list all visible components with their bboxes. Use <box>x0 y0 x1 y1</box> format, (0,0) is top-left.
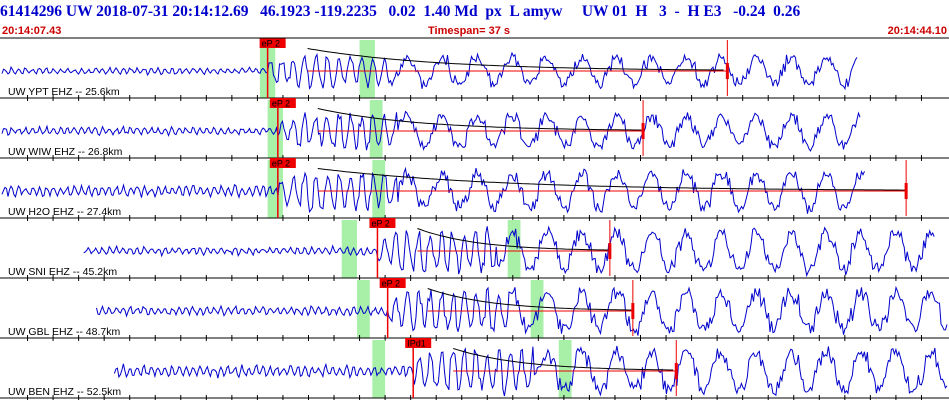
coda-end-bar <box>631 303 635 319</box>
sta-lta-window <box>372 340 386 398</box>
start-time: 20:14:07.43 <box>2 25 62 37</box>
coda-decay-curve <box>427 288 632 311</box>
coda-decay-curve <box>453 348 674 371</box>
sta-lta-window <box>507 220 521 278</box>
pick-flag <box>269 158 296 168</box>
end-time: 20:14:44.10 <box>887 25 947 37</box>
sta-lta-window <box>341 220 358 278</box>
coda-end-bar <box>608 243 612 259</box>
timespan-label: Timespan= 37 s <box>428 25 511 37</box>
sta-lta-window <box>369 100 383 158</box>
pick-flag <box>379 278 406 288</box>
sta-lta-window <box>372 160 386 218</box>
event-summary-line: 61414296 UW 2018-07-31 20:14:12.69 46.19… <box>0 3 801 20</box>
sta-lta-window <box>267 160 283 218</box>
pick-label: eP 2 <box>371 219 389 229</box>
station-label: UW WIW EHZ -- 26.8km <box>8 146 123 158</box>
sta-lta-window <box>558 340 572 398</box>
coda-decay-curve <box>317 168 906 191</box>
coda-decay-curve <box>307 48 724 71</box>
coda-end-bar <box>904 183 908 199</box>
pick-flag <box>269 98 296 108</box>
pick-label: eP 2 <box>272 99 290 109</box>
sta-lta-window <box>530 280 544 338</box>
pick-flag <box>259 38 286 48</box>
waveform-trace <box>113 345 948 397</box>
coda-decay-curve <box>417 228 610 251</box>
coda-end-bar <box>725 63 729 79</box>
station-label: UW GBL EHZ -- 48.7km <box>8 326 120 338</box>
coda-end-bar <box>641 123 645 139</box>
station-label: UW SNI EHZ -- 45.2km <box>8 266 117 278</box>
pick-label: eP 2 <box>272 159 290 169</box>
waveform-trace <box>96 285 948 336</box>
pick-flag <box>369 218 396 228</box>
pick-label: eP 2 <box>262 39 280 49</box>
waveform-trace <box>83 225 935 278</box>
waveform-trace <box>1 166 865 214</box>
waveform-trace <box>1 51 858 91</box>
station-label: UW BEN EHZ -- 52.5km <box>8 386 121 398</box>
pick-flag <box>405 338 432 348</box>
sta-lta-window <box>357 280 370 338</box>
coda-end-bar <box>674 363 678 379</box>
pick-label: eP 2 <box>382 279 400 289</box>
coda-decay-curve <box>317 108 642 131</box>
waveform-trace <box>1 110 861 152</box>
sta-lta-window <box>267 100 283 158</box>
station-label: UW YPT EHZ -- 25.6km <box>8 86 120 98</box>
pick-label: IPd1 <box>407 339 426 349</box>
station-label: UW H2O EHZ -- 27.4km <box>8 206 121 218</box>
sta-lta-window <box>359 40 375 98</box>
